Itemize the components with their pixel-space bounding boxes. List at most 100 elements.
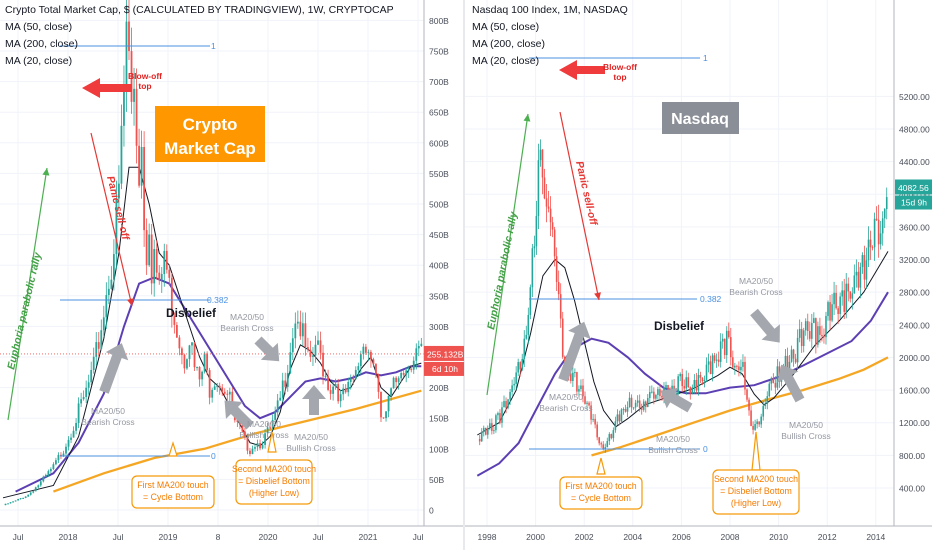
crypto-candle-body [173, 316, 176, 325]
crypto-blowoff-label-line-2: top [138, 81, 151, 91]
crypto-candle-body [375, 364, 377, 375]
nasdaq-candle-body [580, 385, 582, 390]
nasdaq-candle-body [863, 255, 866, 280]
nasdaq-candle-body [713, 355, 716, 361]
crypto-banner-line-1: Crypto [183, 115, 238, 134]
crypto-candle-body [276, 400, 279, 413]
crypto-candle-body [269, 427, 272, 429]
crypto-candle-body [334, 384, 337, 387]
nasdaq-candle-body [578, 389, 580, 392]
nasdaq-candle-body [677, 376, 679, 395]
nasdaq-bullish-right-arrow [777, 364, 805, 403]
crypto-fib-levels: 1 0.382 0 [0, 41, 424, 461]
nasdaq-countdown-tag [895, 195, 932, 210]
crypto-x-axis[interactable]: Jul 2018 Jul 2019 8 2020 Jul 2021 Jul [13, 532, 424, 542]
crypto-y-axis[interactable]: 800B 750B 700B 650B 600B 550B 500B 450B 400B 350B… [424, 16, 464, 516]
nasdaq-candle-body [626, 407, 629, 412]
crypto-candle-body [75, 422, 77, 431]
nasdaq-candle-body [679, 373, 681, 377]
nasdaq-x-axis[interactable]: 1998 2000 2002 2004 2006 2008 2010 2012 2014 [478, 532, 886, 542]
nasdaq-legend-ma20[interactable]: MA (20, close) [472, 55, 539, 67]
crypto-candle-body [412, 360, 415, 370]
crypto-candle-body [332, 386, 335, 394]
crypto-candle-body [244, 431, 246, 438]
crypto-y-tick-label: 700B [429, 77, 449, 87]
crypto-y-tick-label: 350B [429, 291, 449, 301]
nasdaq-panic-arrow-head [594, 292, 601, 300]
nasdaq-candle-body [760, 416, 762, 425]
nasdaq-second-touch-label-line-1: Second MA200 touch [714, 474, 798, 484]
nasdaq-second-touch-label-line-3: (Higher Low) [731, 498, 781, 508]
nasdaq-candle-body [746, 389, 748, 400]
crypto-candle-body [261, 444, 264, 449]
nasdaq-candle-body [711, 355, 714, 375]
crypto-candle-body [314, 344, 317, 356]
nasdaq-first-touch-label-line-1: First MA200 touch [565, 481, 636, 491]
nasdaq-candle-body [624, 409, 627, 412]
nasdaq-candle-body [687, 377, 690, 388]
nasdaq-countdown-label: 15d 9h [901, 198, 927, 208]
crypto-candle-body [14, 500, 17, 502]
crypto-candle-body [367, 351, 370, 353]
crypto-y-tick-label: 500B [429, 200, 449, 210]
nasdaq-candle-body [873, 218, 876, 248]
nasdaq-candle-body [885, 197, 888, 210]
crypto-first-touch-label-line-1: First MA200 touch [137, 480, 208, 490]
crypto-fib-label-0382: 0.382 [207, 295, 229, 305]
nasdaq-legend[interactable]: Nasdaq 100 Index, 1M, NASDAQ MA (50, clo… [472, 4, 628, 67]
crypto-candle-body [246, 437, 249, 451]
crypto-last-price-label: 255.132B [427, 349, 464, 359]
nasdaq-candle-body [491, 423, 493, 431]
nasdaq-candle-body [570, 373, 572, 381]
crypto-legend[interactable]: Crypto Total Market Cap, $ (CALCULATED B… [5, 4, 394, 67]
nasdaq-candle-body [636, 400, 639, 403]
nasdaq-candle-body [723, 338, 726, 356]
crypto-candle-body [324, 376, 327, 378]
nasdaq-candle-body [681, 373, 684, 387]
crypto-candle-body [307, 347, 309, 350]
nasdaq-candle-body [487, 428, 489, 435]
crypto-panic-arrow-head [126, 298, 134, 306]
crypto-candle-body [42, 476, 45, 482]
nasdaq-x-tick-label: 2006 [672, 532, 691, 542]
crypto-y-tick-label: 300B [429, 322, 449, 332]
nasdaq-candle-body [695, 379, 698, 391]
nasdaq-candle-body [762, 406, 765, 417]
crypto-bullish-right-label-line-1: MA20/50 [294, 432, 328, 442]
crypto-candle-body [407, 369, 410, 371]
nasdaq-candle-body [808, 331, 811, 339]
crypto-candle-body [352, 378, 355, 380]
crypto-candle-body [301, 323, 304, 337]
crypto-x-tick-label: Jul [413, 532, 424, 542]
crypto-candle-body [382, 417, 385, 419]
crypto-candle-body [249, 450, 251, 455]
crypto-legend-ma20[interactable]: MA (20, close) [5, 55, 72, 67]
nasdaq-candle-body [517, 362, 519, 373]
nasdaq-candle-body [628, 397, 631, 408]
nasdaq-candle-body [646, 398, 649, 407]
crypto-legend-ma50[interactable]: MA (50, close) [5, 21, 72, 33]
nasdaq-y-tick-label: 4400.00 [899, 157, 930, 167]
crypto-fib-label-0: 0 [211, 451, 216, 461]
nasdaq-candle-body [709, 361, 712, 375]
crypto-y-tick-label: 400B [429, 261, 449, 271]
nasdaq-y-axis[interactable]: 5200.00 4800.00 4400.00 4000.00 3600.00 3200.… [895, 92, 932, 494]
nasdaq-candle-body [574, 372, 576, 374]
nasdaq-x-tick-label: 2010 [769, 532, 788, 542]
nasdaq-candle-body [478, 439, 481, 442]
nasdaq-candle-body [715, 359, 718, 361]
nasdaq-candle-body [725, 330, 728, 356]
crypto-candle-body [34, 487, 37, 492]
nasdaq-legend-ma200[interactable]: MA (200, close) [472, 38, 545, 50]
crypto-candle-body [286, 373, 289, 387]
crypto-banner-box [155, 106, 265, 162]
crypto-legend-ma200[interactable]: MA (200, close) [5, 38, 78, 50]
crypto-y-tick-label: 50B [429, 475, 444, 485]
nasdaq-candle-body [768, 383, 771, 397]
nasdaq-candle-body [802, 330, 805, 347]
nasdaq-legend-ma50[interactable]: MA (50, close) [472, 21, 539, 33]
crypto-candle-body [271, 419, 274, 428]
